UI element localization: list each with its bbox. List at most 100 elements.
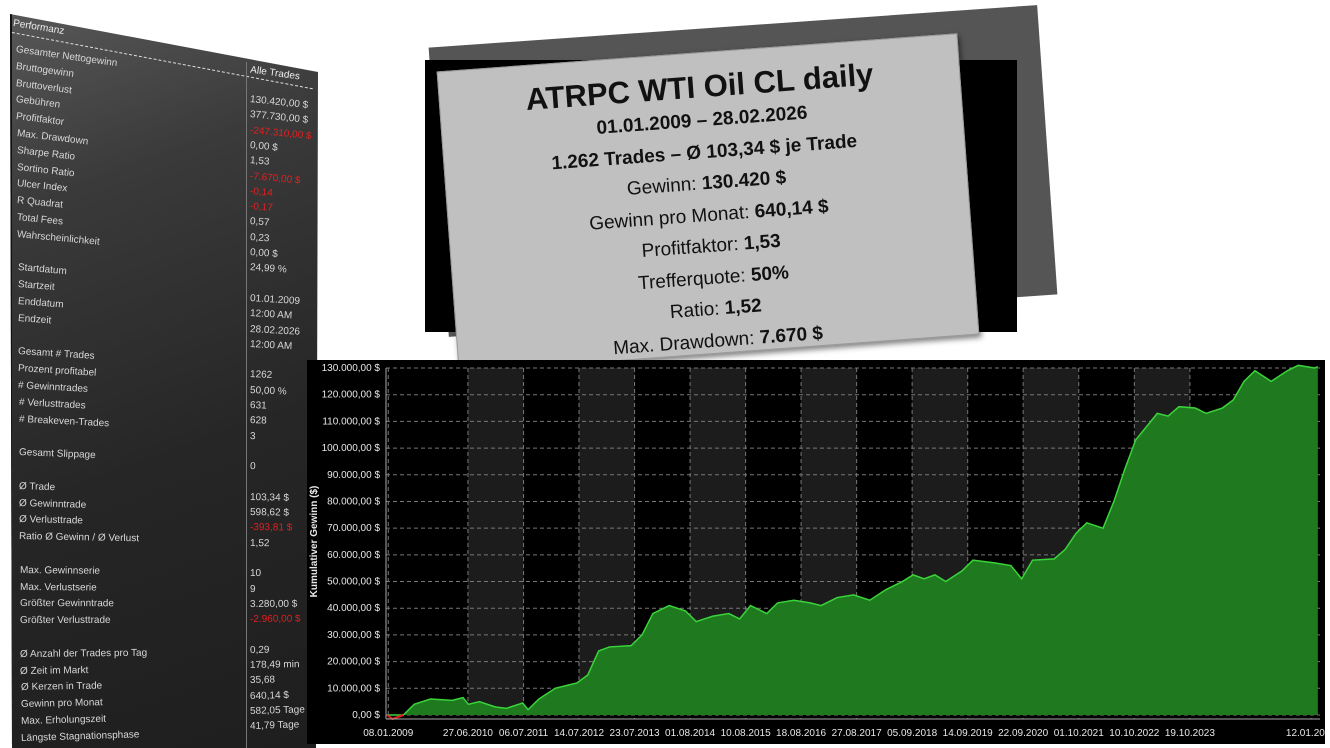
stat-value: 631 [249, 400, 267, 412]
stat-label: Max. Gewinnserie [19, 564, 100, 577]
x-tick-label: 19.10.2023 [1165, 728, 1215, 739]
card-stat-label: Ratio: [669, 298, 726, 324]
y-axis-title: Kumulativer Gewinn ($) [309, 486, 320, 598]
x-tick-label: 14.07.2012 [554, 728, 604, 739]
card-stat-label: Gewinn: [626, 173, 703, 200]
equity-area [387, 365, 1318, 715]
stat-value: 103,34 $ [249, 491, 290, 504]
stat-value: 582,05 Tage [249, 704, 306, 717]
stat-label: Startzeit [17, 279, 55, 294]
stat-label: Endzeit [17, 312, 52, 327]
y-tick-label: 10.000,00 $ [327, 683, 380, 694]
y-tick-label: 110.000,00 $ [322, 416, 380, 427]
stat-label: Max. Erholungszeit [20, 713, 106, 727]
stat-value: 377.730,00 $ [249, 109, 309, 127]
stat-value: 50,00 % [249, 384, 287, 398]
stat-label: Wahrscheinlichkeit [16, 228, 101, 248]
stat-value: 598,62 $ [249, 507, 290, 519]
stat-label: Total Fees [16, 212, 64, 228]
x-tick-label: 27.06.2010 [443, 728, 493, 739]
stat-value: 0,00 $ [249, 247, 279, 260]
stat-label: Gewinn pro Monat [20, 697, 103, 711]
x-tick-label: 01.10.2021 [1054, 728, 1104, 739]
stat-label: Bruttogewinn [15, 60, 75, 80]
stat-label: # Gewinntrades [18, 380, 89, 395]
x-tick-label: 23.07.2013 [610, 728, 660, 739]
y-tick-label: 70.000,00 $ [327, 523, 380, 534]
stat-label: Ø Anzahl der Trades pro Tag [20, 647, 148, 660]
stat-value: 12:00 AM [249, 338, 293, 352]
stat-label: Gesamt # Trades [17, 346, 96, 363]
stat-value: 1262 [249, 369, 273, 382]
stat-value: 130.420,00 $ [249, 94, 309, 112]
y-tick-label: 100.000,00 $ [322, 443, 381, 454]
stat-label: Bruttoverlust [15, 77, 73, 96]
stat-label: Ø Gewinntrade [19, 497, 87, 511]
stat-label: Startdatum [17, 262, 67, 278]
stat-value: 628 [249, 415, 267, 427]
stat-value: -393,81 $ [249, 522, 293, 534]
y-tick-label: 40.000,00 $ [327, 603, 380, 614]
equity-chart-svg: 0,00 $ 10.000,00 $ 20.000,00 $ 30.000,00 $ 4… [309, 363, 1325, 739]
stat-value: 0 [249, 461, 256, 473]
stat-label: Längste Stagnationsphase [20, 729, 140, 744]
y-tick-label: 130.000,00 $ [322, 363, 381, 374]
stat-label: Gebühren [15, 94, 62, 111]
stat-value: 41,79 Tage [249, 719, 300, 733]
stat-value: 35,68 [249, 674, 276, 687]
stat-value: 28.02.2026 [249, 323, 301, 338]
stat-label: R Quadrat [16, 195, 64, 211]
stat-value: 24,99 % [249, 262, 287, 276]
stat-value: 3.280,00 $ [249, 598, 298, 610]
background-band [467, 368, 524, 715]
y-tick-label: 30.000,00 $ [327, 630, 380, 641]
stat-label: Größter Verlusttrade [20, 615, 111, 627]
stat-label: # Breakeven-Trades [18, 413, 110, 429]
stat-label: Ø Verlusttrade [19, 514, 84, 527]
stat-value: 0,29 [249, 644, 270, 656]
column-divider [246, 62, 247, 748]
stat-value: 9 [249, 583, 256, 595]
y-tick-label: 90.000,00 $ [327, 470, 380, 481]
y-tick-label: 80.000,00 $ [327, 496, 380, 507]
x-tick-label: 05.09.2018 [887, 728, 937, 739]
stat-value: 1,53 [249, 155, 270, 168]
card-stat-value: 1,52 [723, 295, 763, 320]
stat-value: 640,14 $ [249, 689, 290, 702]
stat-value: 1,52 [249, 537, 270, 549]
y-tick-label: 0,00 $ [352, 710, 380, 721]
card-stat-value: 7.670 $ [758, 322, 824, 349]
card-stat-label: Max. Drawdown: [612, 327, 761, 359]
stat-label: # Verlusttrades [18, 396, 86, 412]
x-tick-label: 08.01.2009 [363, 728, 413, 739]
stat-value: 178,49 min [249, 659, 300, 672]
stat-label: Sortino Ratio [16, 161, 75, 179]
stat-label: Ø Trade [18, 480, 56, 493]
stat-label: Profitfaktor [15, 111, 66, 129]
x-tick-label: 10.08.2015 [721, 728, 771, 739]
card-stat-value: 50% [750, 261, 790, 286]
stat-label: Ratio Ø Gewinn / Ø Verlust [19, 531, 140, 545]
x-tick-label: 22.09.2020 [998, 728, 1048, 739]
equity-chart: 0,00 $ 10.000,00 $ 20.000,00 $ 30.000,00 $ 4… [307, 360, 1325, 744]
stat-value: -0,17 [249, 201, 274, 214]
stat-value: 12:00 AM [249, 308, 293, 322]
stat-label: Ø Kerzen in Trade [20, 680, 102, 694]
y-tick-label: 50.000,00 $ [327, 577, 380, 588]
card-stat-value: 640,14 $ [753, 195, 830, 223]
x-tick-label: 10.10.2022 [1109, 728, 1159, 739]
x-tick-label: 14.09.2019 [943, 728, 993, 739]
panel-edge [10, 14, 12, 748]
stat-value: -7.670,00 $ [249, 170, 301, 186]
stat-label: Enddatum [17, 296, 64, 311]
stat-value: 01.01.2009 [249, 292, 301, 307]
x-tick-label: 12.01.2026 [1286, 728, 1325, 739]
stat-value: 0,00 $ [249, 139, 279, 154]
stat-label: Prozent profitabel [17, 363, 97, 379]
stat-label: Sharpe Ratio [16, 144, 76, 163]
performance-panel: Performanz Alle Trades Gesamter Nettogew… [10, 14, 318, 748]
column-header-all-trades: Alle Trades [249, 64, 301, 83]
stat-label: Größter Gewinntrade [19, 598, 114, 610]
stat-value: 3 [249, 430, 256, 442]
stat-value: 0,23 [249, 231, 270, 245]
